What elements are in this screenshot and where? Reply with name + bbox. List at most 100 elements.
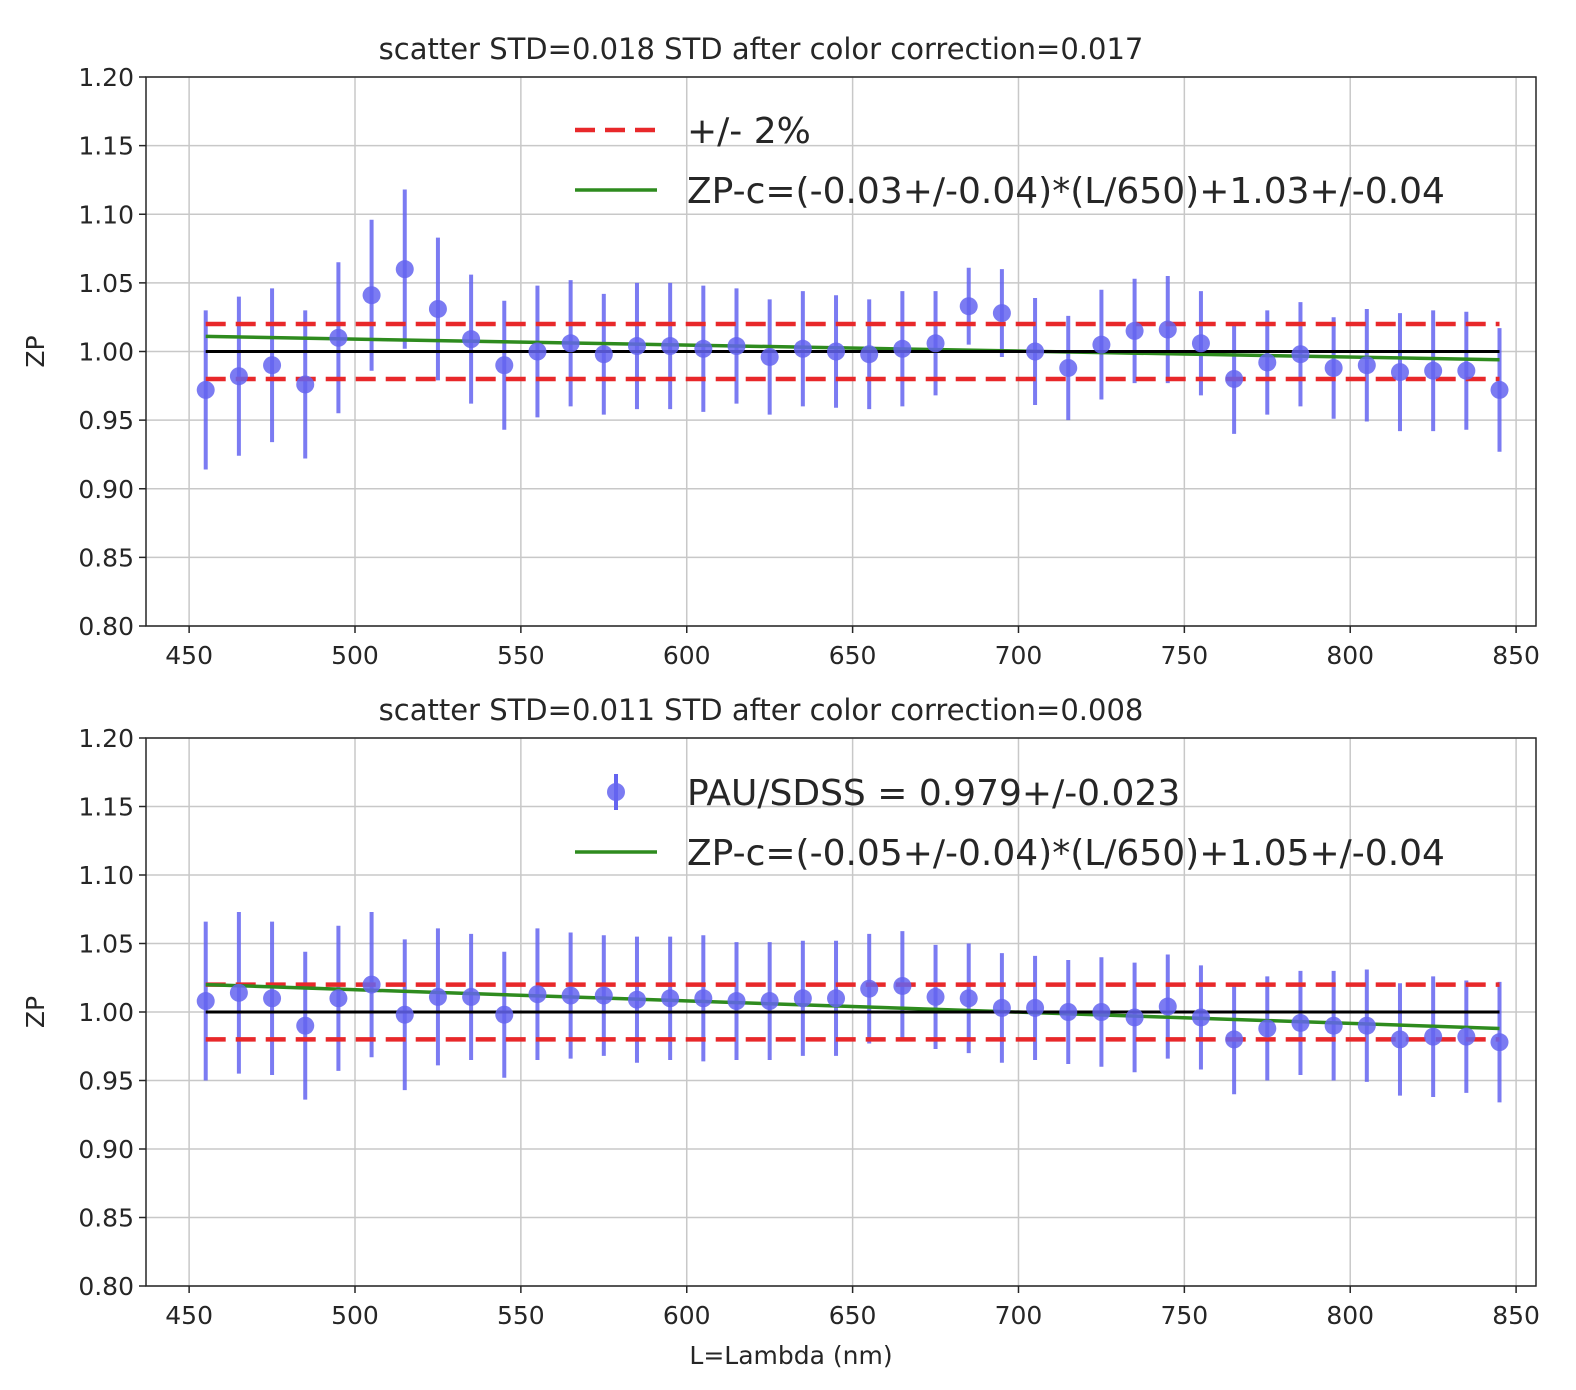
data-point: [760, 992, 779, 1011]
data-point: [1225, 1030, 1244, 1049]
data-point: [395, 1005, 414, 1024]
data-point: [926, 334, 945, 353]
data-point: [793, 339, 812, 358]
x-tick-label: 500: [331, 1301, 379, 1330]
y-tick-label: 0.90: [78, 475, 134, 504]
data-point: [959, 989, 978, 1008]
data-point: [1191, 334, 1210, 353]
data-point: [793, 989, 812, 1008]
legend-swatch-marker: [607, 783, 625, 801]
y-tick-label: 1.10: [78, 200, 134, 229]
data-point: [1158, 997, 1177, 1016]
data-point: [594, 986, 613, 1005]
data-point: [528, 342, 547, 361]
data-point: [1225, 369, 1244, 388]
data-point: [1026, 342, 1045, 361]
data-point: [1059, 358, 1078, 377]
data-point: [1357, 356, 1376, 375]
data-point: [594, 345, 613, 364]
data-point: [1490, 1033, 1509, 1052]
y-tick-label: 1.15: [78, 793, 134, 822]
data-point: [1324, 1016, 1343, 1035]
data-point: [827, 989, 846, 1008]
data-point: [661, 989, 680, 1008]
data-point: [462, 987, 481, 1006]
chart-title: scatter STD=0.018 STD after color correc…: [379, 32, 1144, 66]
data-point: [760, 347, 779, 366]
data-point: [528, 985, 547, 1004]
x-tick-label: 450: [165, 641, 213, 670]
data-point: [1092, 335, 1111, 354]
y-tick-label: 1.05: [78, 930, 134, 959]
x-tick-label: 850: [1492, 1301, 1540, 1330]
data-point: [694, 339, 713, 358]
data-point: [959, 297, 978, 316]
data-point: [661, 337, 680, 356]
data-point: [329, 328, 348, 347]
axes-frame: [145, 737, 1537, 1287]
data-point: [1291, 345, 1310, 364]
y-tick-label: 0.80: [78, 1272, 134, 1301]
y-tick-label: 1.20: [78, 724, 134, 753]
data-point: [329, 989, 348, 1008]
data-point: [229, 367, 248, 386]
x-tick-label: 450: [165, 1301, 213, 1330]
data-point: [196, 380, 215, 399]
y-tick-label: 1.20: [78, 63, 134, 92]
data-point: [893, 339, 912, 358]
data-point: [893, 976, 912, 995]
fit-line: [205, 982, 1500, 1031]
legend: +/- 2% ZP-c=(-0.03+/-0.04)*(L/650)+1.03+/…: [575, 111, 1445, 212]
data-point: [992, 998, 1011, 1017]
x-tick-label: 550: [497, 641, 545, 670]
data-point: [1092, 1003, 1111, 1021]
x-tick-label: 700: [995, 1301, 1043, 1330]
data-point: [561, 334, 580, 353]
data-point: [1457, 361, 1476, 380]
y-tick-label: 0.85: [78, 543, 134, 572]
data-point: [1457, 1027, 1476, 1046]
data-point: [926, 987, 945, 1006]
data-point: [395, 260, 414, 279]
data-point: [1424, 1027, 1443, 1046]
data-point: [860, 345, 879, 364]
y-tick-label: 1.15: [78, 132, 134, 161]
data-point: [860, 979, 879, 998]
x-tick-label: 650: [829, 1301, 877, 1330]
data-point: [1158, 320, 1177, 339]
x-tick-label: 550: [497, 1301, 545, 1330]
data-point: [296, 1016, 315, 1035]
data-point: [992, 304, 1011, 323]
series-2: [205, 982, 1500, 1031]
data-point: [727, 992, 746, 1011]
bottom-panel: 450 500 550 600 650 700 750 800 850 0.80 0.85 0.90 0…: [21, 693, 1540, 1370]
data-point: [462, 330, 481, 349]
series-2: [205, 334, 1500, 362]
chart-title: scatter STD=0.011 STD after color correc…: [379, 693, 1144, 727]
y-axis-label: ZP: [21, 335, 50, 367]
x-tick-label: 600: [663, 1301, 711, 1330]
legend-label: +/- 2%: [687, 111, 811, 152]
data-point: [561, 986, 580, 1005]
data-point: [1490, 380, 1509, 399]
x-tick-label: 700: [995, 641, 1043, 670]
data-point: [428, 987, 447, 1006]
fit-line: [205, 334, 1500, 362]
data-point: [1026, 998, 1045, 1017]
data-point: [362, 975, 381, 994]
x-tick-label: 800: [1326, 641, 1374, 670]
markers: [196, 260, 1509, 399]
data-point: [1059, 1003, 1078, 1021]
x-tick-label: 500: [331, 641, 379, 670]
data-point: [495, 1005, 514, 1024]
series-1: [205, 982, 1500, 1042]
data-point: [1191, 1008, 1210, 1027]
data-point: [827, 342, 846, 361]
top-panel: 450 500 550 600 650 700 750 800 850 0.80 0.85 0.90 0…: [21, 32, 1540, 670]
data-point: [296, 375, 315, 394]
data-point: [1357, 1016, 1376, 1035]
data-point: [263, 356, 282, 375]
data-point: [627, 990, 646, 1009]
y-tick-label: 0.80: [78, 612, 134, 641]
data-point: [1258, 353, 1277, 372]
